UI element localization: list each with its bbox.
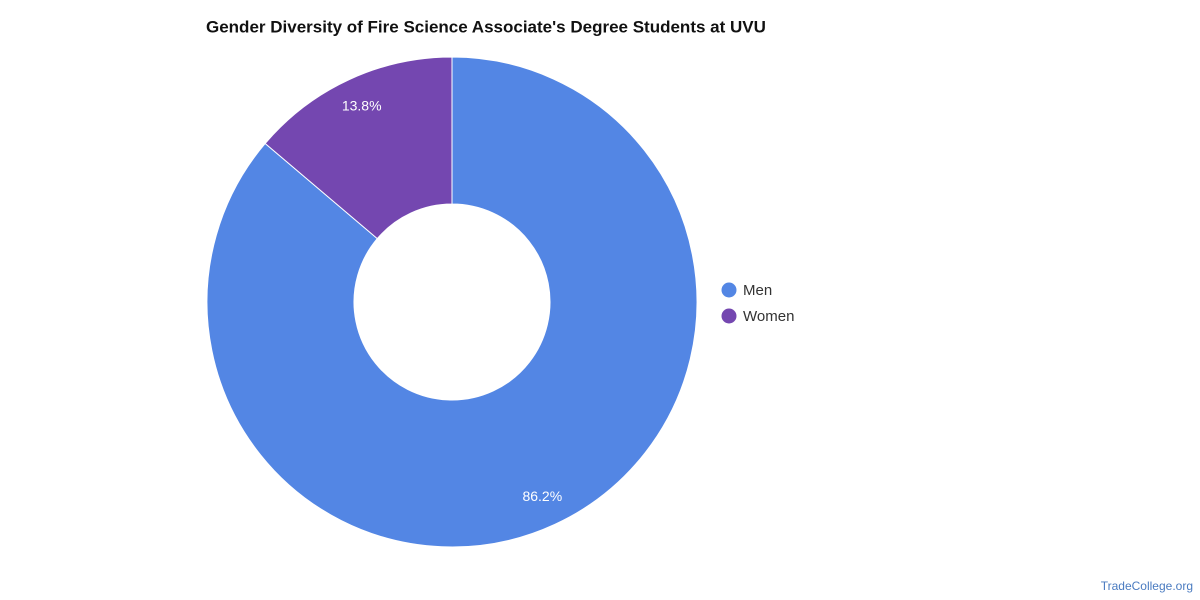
credit: TradeCollege.org [1101, 579, 1193, 593]
donut-slice [206, 56, 698, 548]
chart-title: Gender Diversity of Fire Science Associa… [206, 17, 766, 36]
legend-marker [721, 308, 737, 324]
legend-label: Men [743, 282, 772, 299]
donut-slice [264, 56, 453, 240]
value-label: 13.8% [342, 98, 382, 114]
legend-label: Women [743, 308, 794, 325]
legend-marker [721, 282, 737, 298]
value-label: 86.2% [522, 488, 562, 504]
